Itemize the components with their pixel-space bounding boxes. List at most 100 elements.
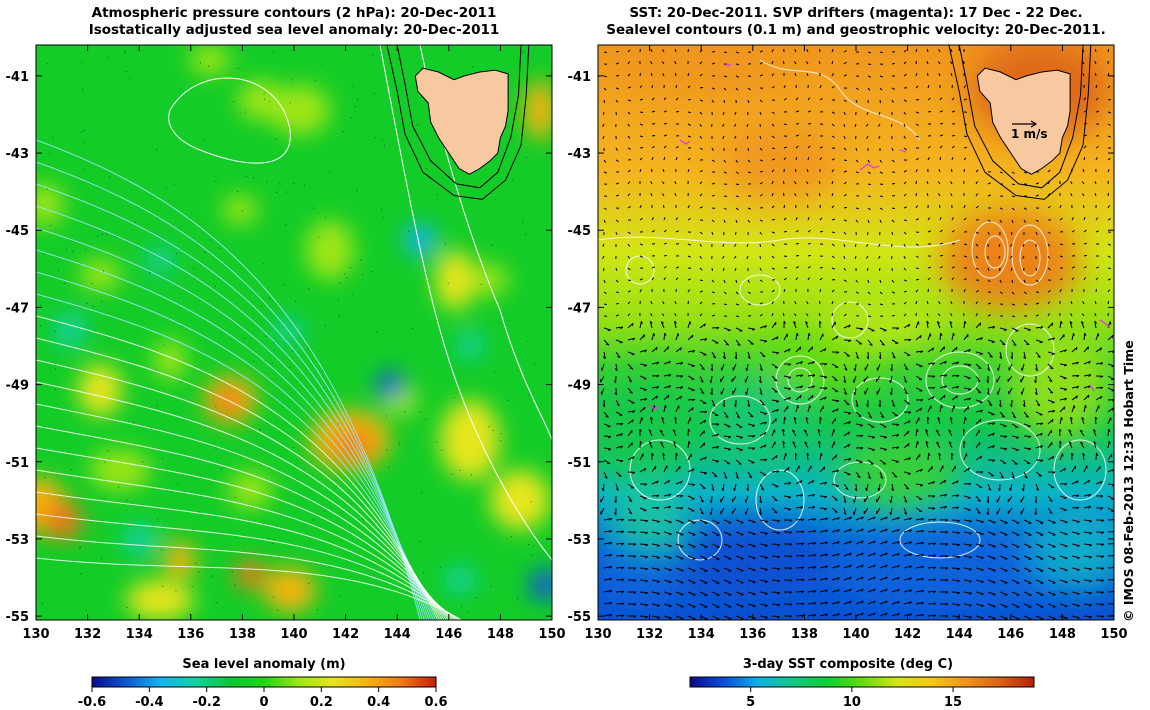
velocity-arrowhead bbox=[628, 511, 633, 515]
velocity-vector bbox=[864, 387, 869, 395]
velocity-arrowhead bbox=[1076, 374, 1080, 378]
stipple-dot bbox=[419, 540, 421, 542]
velocity-vector bbox=[627, 49, 631, 53]
velocity-vector bbox=[687, 507, 695, 512]
velocity-arrowhead bbox=[608, 436, 612, 439]
velocity-arrowhead bbox=[1097, 333, 1100, 337]
velocity-vector bbox=[627, 387, 633, 394]
sla-blob bbox=[404, 224, 436, 256]
velocity-vector bbox=[951, 277, 955, 281]
velocity-vector bbox=[795, 554, 805, 557]
velocity-vector bbox=[1059, 507, 1067, 511]
stipple-dot bbox=[350, 267, 351, 269]
velocity-arrowhead bbox=[928, 452, 931, 456]
velocity-arrowhead bbox=[1013, 343, 1017, 347]
velocity-arrowhead bbox=[825, 529, 829, 533]
velocity-vector bbox=[747, 615, 756, 619]
stipple-dot bbox=[273, 341, 275, 343]
velocity-vector bbox=[649, 321, 653, 329]
sla-blob bbox=[154, 340, 186, 380]
velocity-arrowhead bbox=[988, 488, 992, 491]
velocity-vector bbox=[733, 243, 737, 247]
velocity-arrowhead bbox=[1101, 591, 1105, 595]
lon-tick-label: 146 bbox=[997, 627, 1024, 642]
stipple-dot bbox=[317, 236, 319, 238]
velocity-arrowhead bbox=[945, 555, 949, 558]
lat-tick-label: -47 bbox=[568, 301, 592, 316]
velocity-vector bbox=[1107, 507, 1114, 512]
velocity-vector bbox=[783, 453, 787, 461]
velocity-vector bbox=[771, 313, 774, 317]
tasmania-land bbox=[386, 45, 530, 200]
velocity-vector bbox=[1047, 301, 1051, 305]
velocity-arrowhead bbox=[788, 363, 792, 366]
velocity-vector bbox=[699, 206, 703, 209]
stipple-dot bbox=[189, 614, 191, 616]
velocity-vector bbox=[855, 339, 863, 345]
velocity-vector bbox=[1069, 321, 1073, 329]
velocity-vector bbox=[1059, 205, 1062, 209]
velocity-arrowhead bbox=[777, 520, 781, 523]
sst-blob bbox=[1030, 510, 1114, 590]
velocity-vector bbox=[651, 494, 660, 497]
sealevel-contour bbox=[959, 419, 1041, 481]
velocity-vector bbox=[734, 231, 737, 236]
velocity-arrowhead bbox=[789, 603, 793, 606]
velocity-arrowhead bbox=[967, 497, 971, 499]
velocity-vector bbox=[651, 135, 656, 137]
velocity-arrowhead bbox=[885, 576, 888, 580]
velocity-vector bbox=[843, 516, 852, 521]
velocity-vector bbox=[855, 552, 864, 557]
velocity-arrowhead bbox=[609, 518, 613, 521]
velocity-vector bbox=[615, 339, 623, 343]
velocity-vector bbox=[819, 601, 828, 605]
velocity-vector bbox=[771, 555, 781, 558]
isobar bbox=[36, 535, 460, 620]
velocity-arrowhead bbox=[921, 590, 925, 593]
velocity-vector bbox=[831, 158, 835, 161]
velocity-vector bbox=[603, 351, 606, 359]
velocity-vector bbox=[699, 279, 704, 282]
velocity-vector bbox=[927, 578, 936, 581]
velocity-vector bbox=[1047, 519, 1056, 524]
velocity-arrowhead bbox=[837, 541, 840, 545]
velocity-arrowhead bbox=[620, 460, 624, 463]
velocity-arrowhead bbox=[710, 368, 713, 372]
velocity-vector bbox=[1083, 479, 1091, 485]
velocity-arrowhead bbox=[680, 522, 684, 524]
velocity-arrowhead bbox=[633, 531, 637, 534]
velocity-arrowhead bbox=[859, 424, 864, 427]
velocity-vector bbox=[759, 135, 762, 140]
stipple-dot bbox=[244, 111, 246, 113]
velocity-vector bbox=[600, 507, 605, 515]
velocity-vector bbox=[855, 483, 858, 492]
sealevel-contour bbox=[941, 365, 979, 395]
velocity-arrowhead bbox=[1035, 368, 1038, 372]
velocity-vector bbox=[759, 531, 768, 534]
velocity-arrowhead bbox=[656, 521, 661, 523]
velocity-arrowhead bbox=[1080, 441, 1084, 444]
velocity-arrowhead bbox=[715, 460, 720, 463]
velocity-vector bbox=[807, 394, 814, 401]
velocity-arrowhead bbox=[645, 592, 649, 595]
velocity-vector bbox=[927, 157, 930, 161]
velocity-vector bbox=[771, 73, 775, 77]
velocity-arrowhead bbox=[1027, 329, 1031, 331]
velocity-vector bbox=[771, 321, 777, 329]
velocity-arrowhead bbox=[1052, 618, 1056, 620]
velocity-vector bbox=[687, 555, 696, 560]
stipple-dot bbox=[125, 71, 127, 73]
velocity-vector bbox=[939, 374, 947, 377]
velocity-vector bbox=[927, 146, 931, 149]
velocity-vector bbox=[867, 159, 870, 163]
velocity-vector bbox=[903, 73, 907, 77]
velocity-arrowhead bbox=[957, 532, 961, 535]
velocity-vector bbox=[831, 417, 837, 425]
velocity-vector bbox=[855, 600, 864, 605]
stipple-dot bbox=[107, 450, 108, 452]
velocity-vector bbox=[876, 387, 881, 395]
velocity-vector bbox=[759, 387, 763, 395]
velocity-arrowhead bbox=[620, 326, 624, 330]
velocity-vector bbox=[855, 87, 859, 91]
stipple-dot bbox=[98, 187, 100, 189]
